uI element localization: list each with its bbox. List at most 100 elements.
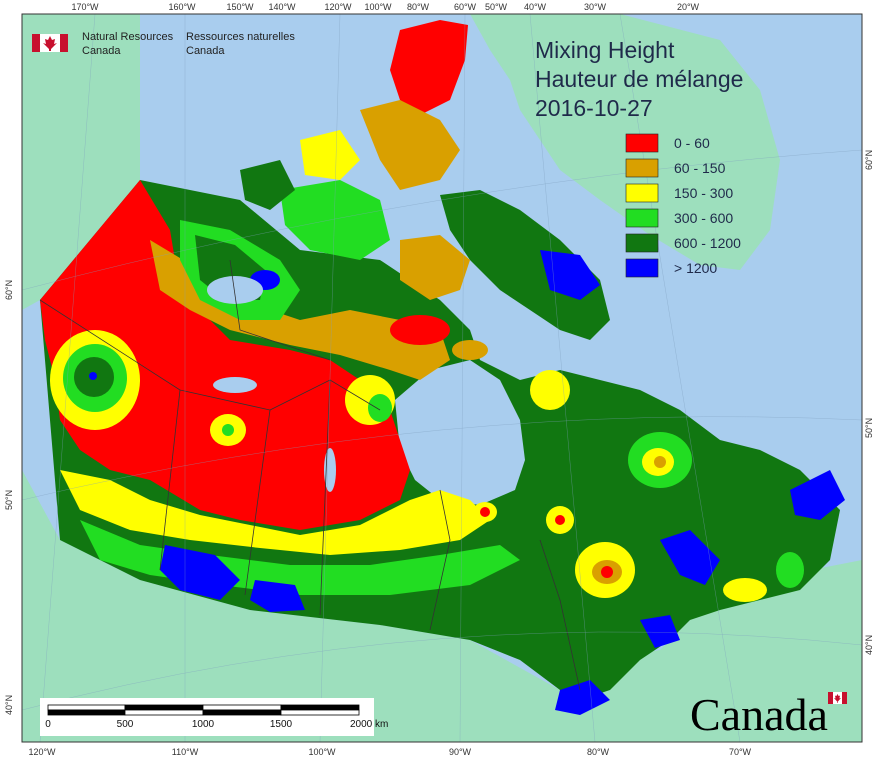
title-fr: Hauteur de mélange	[535, 66, 743, 92]
legend-label: 300 - 600	[674, 210, 733, 226]
zone-blue-nb	[640, 615, 680, 648]
island-baffin	[440, 190, 610, 340]
scale-label: 500	[117, 719, 134, 730]
left-lat-label: 40°N	[4, 695, 14, 715]
bottom-lon-label: 80°W	[587, 747, 610, 757]
title-block: Mixing Height Hauteur de mélange 2016-10…	[535, 37, 743, 121]
legend-label: 150 - 300	[674, 185, 733, 201]
legend-swatch	[625, 158, 659, 178]
usa	[22, 470, 862, 742]
hudson-bay	[395, 360, 525, 505]
bottom-lon-label: 120°W	[28, 747, 56, 757]
legend-label: 60 - 150	[674, 160, 726, 176]
title-date: 2016-10-27	[535, 95, 653, 121]
scale-segment	[124, 704, 204, 711]
zone-blue-prairie-2	[250, 580, 305, 612]
top-lon-label: 80°W	[407, 2, 430, 12]
lake-great-bear	[207, 276, 263, 304]
island-victoria	[280, 180, 390, 260]
wordmark-text: Canada	[690, 689, 828, 740]
legend-swatch	[625, 183, 659, 203]
bottom-lon-label: 90°W	[449, 747, 472, 757]
zone-red-jamesbay	[555, 515, 565, 525]
zone-blue-lakes	[555, 680, 610, 715]
maple-leaf-icon	[43, 36, 57, 51]
scale-label: 0	[45, 719, 51, 730]
right-lat-label: 60°N	[864, 150, 874, 170]
top-lon-label: 100°W	[364, 2, 392, 12]
top-lon-label: 140°W	[268, 2, 296, 12]
nrcan-signature: Natural Resources Canada Ressources natu…	[32, 31, 295, 57]
org-en-line2: Canada	[82, 45, 121, 57]
bottom-lon-label: 100°W	[308, 747, 336, 757]
scale-label: 1500	[270, 719, 293, 730]
scale-segment	[124, 709, 204, 716]
org-fr-line1: Ressources naturelles	[186, 31, 295, 43]
top-lon-label: 30°W	[584, 2, 607, 12]
island-belcher	[452, 340, 488, 360]
zone-orange-band	[150, 240, 450, 380]
zone-green-central	[368, 394, 392, 422]
flag-right-bar	[60, 34, 68, 52]
scale-label: 2000 km	[350, 719, 388, 730]
legend-swatch	[625, 233, 659, 253]
zone-blue-nw	[89, 372, 97, 380]
left-lat-label: 60°N	[4, 280, 14, 300]
scale-label: 1000	[192, 719, 215, 730]
left-latitude-labels: 60°N 50°N 40°N	[4, 280, 14, 715]
scale-segment	[202, 704, 282, 711]
right-lat-label: 50°N	[864, 418, 874, 438]
zone-yellow-maritimes	[723, 578, 767, 602]
island-victoria-yellow	[300, 130, 360, 180]
alaska	[22, 14, 140, 310]
zone-blue-newfoundland	[790, 470, 845, 520]
title-en: Mixing Height	[535, 37, 675, 63]
org-en-line1: Natural Resources	[82, 31, 174, 43]
zone-green-spot	[222, 424, 234, 436]
canada-wordmark: Canada	[690, 689, 847, 740]
top-lon-label: 50°W	[485, 2, 508, 12]
top-lon-label: 40°W	[524, 2, 547, 12]
legend-label: > 1200	[674, 260, 717, 276]
right-latitude-labels: 60°N 50°N 40°N	[864, 150, 874, 655]
scale-segment	[280, 704, 360, 711]
top-lon-label: 160°W	[168, 2, 196, 12]
legend-label: 0 - 60	[674, 135, 710, 151]
greenland	[470, 14, 780, 270]
zone-red-west	[40, 180, 410, 530]
bottom-lon-label: 70°W	[729, 747, 752, 757]
wordmark-maple-leaf-icon	[834, 694, 841, 703]
top-lon-label: 150°W	[226, 2, 254, 12]
legend-label: 600 - 1200	[674, 235, 741, 251]
legend-swatch	[625, 133, 659, 153]
zone-red-ontario	[601, 566, 613, 578]
island-ellesmere	[390, 20, 468, 115]
scale-segment	[280, 709, 360, 716]
scale-segment	[202, 709, 282, 716]
island-baffin-blue	[540, 250, 600, 300]
wordmark-flag-right	[842, 692, 847, 704]
map-frame	[21, 13, 863, 743]
island-banks	[240, 160, 295, 210]
zone-red-hudsoncoast	[480, 507, 490, 517]
island-ellesmere-orange	[360, 100, 460, 190]
left-lat-label: 50°N	[4, 490, 14, 510]
scale-bar: 0 500 1000 1500 2000 km	[40, 698, 388, 736]
legend: 0 - 60 60 - 150 150 - 300 300 - 600 600 …	[625, 133, 741, 278]
legend-swatch	[625, 258, 659, 278]
scale-segment	[47, 709, 126, 716]
wordmark-flag-left	[828, 692, 833, 704]
zone-yellow-ungava	[530, 370, 570, 410]
zone-yellow-south	[60, 470, 490, 555]
scale-bar-background	[40, 698, 374, 736]
lake-great-slave	[213, 377, 257, 393]
zone-blue-prairie	[160, 545, 240, 600]
island-southampton	[390, 315, 450, 345]
top-lon-label: 60°W	[454, 2, 477, 12]
top-lon-label: 170°W	[71, 2, 99, 12]
bottom-lon-label: 110°W	[172, 747, 199, 757]
top-lon-label: 120°W	[324, 2, 352, 12]
zone-green-maritimes	[776, 552, 804, 588]
